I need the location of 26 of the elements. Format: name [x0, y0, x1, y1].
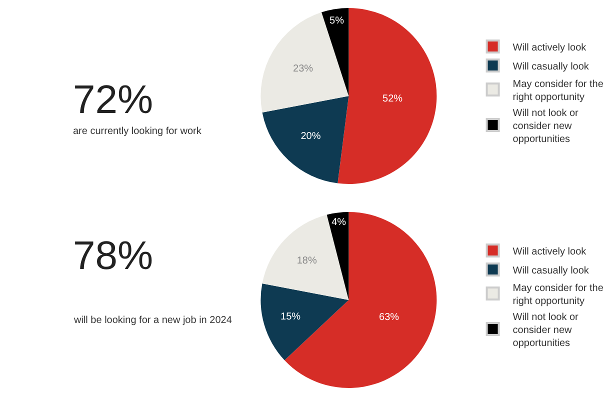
data-label: 4%: [332, 216, 346, 228]
data-label: 63%: [379, 312, 400, 323]
data-label: 5%: [330, 15, 344, 26]
text: will be looking for a new job in 2024: [73, 315, 232, 326]
data-label: 15%: [280, 311, 301, 322]
legend-label: May consider for the right opportunity: [512, 282, 604, 307]
legend-label: Will actively look: [512, 42, 588, 54]
data-label: 18%: [296, 255, 317, 266]
pie-slice: [321, 8, 349, 96]
text: are currently looking for work: [73, 126, 202, 137]
legend-label: Will not look or consider new opportunities: [512, 108, 580, 145]
pie-slice: [262, 96, 349, 184]
legend-label: Will not look or consider new opportunities: [512, 312, 580, 349]
legend-label: Will casually look: [512, 61, 590, 72]
pie-slice: [262, 214, 349, 300]
pie-slice: [326, 212, 349, 300]
pie-slice: [260, 12, 349, 112]
data-label: 23%: [293, 64, 314, 75]
pie-slice: [260, 284, 349, 360]
data-label: 20%: [300, 130, 321, 142]
text: 72%: [73, 78, 154, 122]
text: 78%: [73, 234, 154, 278]
legend-label: Will actively look: [512, 246, 588, 258]
data-label: 52%: [382, 93, 403, 104]
legend-label: Will casually look: [512, 265, 590, 276]
legend-label: May consider for the right opportunity: [512, 78, 604, 103]
